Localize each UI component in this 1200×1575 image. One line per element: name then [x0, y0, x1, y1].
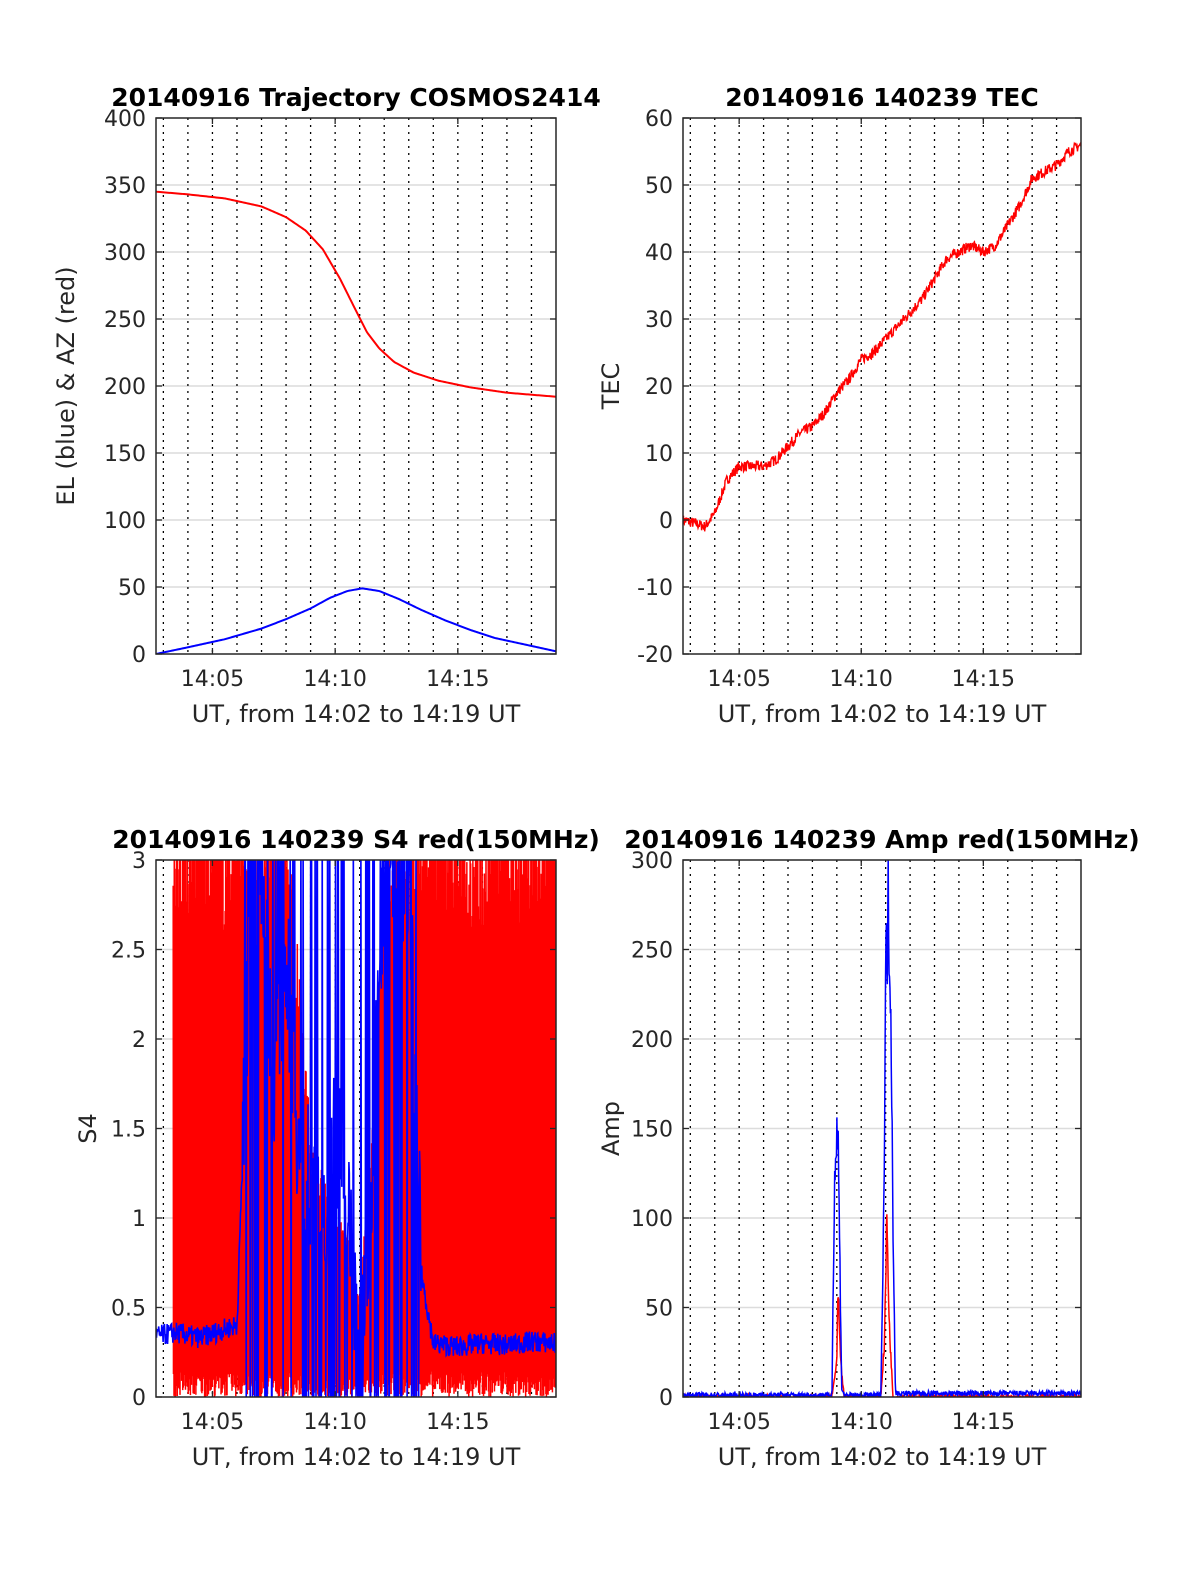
- x-axis-label: UT, from 14:02 to 14:19 UT: [192, 1443, 521, 1471]
- y-axis-label: TEC: [597, 363, 625, 411]
- y-tick-label: 0: [659, 1386, 673, 1411]
- x-axis-label: UT, from 14:02 to 14:19 UT: [718, 1443, 1047, 1471]
- chart-panel-3: 0 0.5 1 1.5 2 2.5 3 14:05 14:10 14:15 20140916 140…: [74, 825, 600, 1471]
- plot-area: [156, 190, 556, 654]
- chart-panel-2: -20 -10 0 10 20 30 40 50 60 14:05 14:10 14:15 201409…: [597, 83, 1082, 728]
- s4-blue-line: [156, 860, 556, 1397]
- y-tick-label: 0: [659, 509, 673, 534]
- x-tick-label: 14:05: [707, 667, 770, 692]
- x-tick-label: 14:15: [952, 1410, 1015, 1435]
- y-tick-label: 1: [132, 1207, 146, 1232]
- y-tick-label: 200: [631, 1028, 673, 1053]
- chart-panel-1: 0 50 100 150 200 250 300 350 400 14:05 14:10 14:15 2…: [52, 83, 601, 728]
- chart-title: 20140916 Trajectory COSMOS2414: [111, 83, 601, 112]
- y-tick-label: 300: [104, 241, 146, 266]
- x-tick-label: 14:10: [303, 1410, 366, 1435]
- y-tick-label: 2: [132, 1028, 146, 1053]
- plot-area: [683, 860, 1081, 1397]
- x-tick-label: 14:15: [426, 1410, 489, 1435]
- azimuth-line: [156, 190, 556, 398]
- x-axis-label: UT, from 14:02 to 14:19 UT: [718, 700, 1047, 728]
- plot-area: [683, 141, 1081, 532]
- y-tick-label: 50: [645, 1297, 673, 1322]
- y-tick-label: 150: [631, 1118, 673, 1143]
- y-tick-label: 3: [132, 849, 146, 874]
- y-tick-label: 250: [104, 308, 146, 333]
- x-tick-label: 14:05: [181, 667, 244, 692]
- x-tick-label: 14:10: [830, 1410, 893, 1435]
- y-tick-label: 100: [631, 1207, 673, 1232]
- x-tick-label: 14:10: [830, 667, 893, 692]
- y-tick-label: 40: [645, 241, 673, 266]
- y-axis-label: S4: [74, 1113, 102, 1144]
- y-tick-label: 100: [104, 509, 146, 534]
- y-tick-label: 1.5: [111, 1118, 146, 1143]
- chart-panel-4: 0 50 100 150 200 250 300 14:05 14:10 14:15 2014091…: [597, 825, 1140, 1471]
- plot-area: [156, 860, 556, 1397]
- x-tick-label: 14:05: [707, 1410, 770, 1435]
- y-tick-label: 200: [104, 375, 146, 400]
- x-tick-label: 14:15: [952, 667, 1015, 692]
- y-tick-label: 350: [104, 174, 146, 199]
- y-tick-label: -20: [637, 643, 673, 668]
- y-axis-label: Amp: [597, 1101, 625, 1156]
- chart-title: 20140916 140239 Amp red(150MHz): [624, 825, 1140, 854]
- y-tick-label: 30: [645, 308, 673, 333]
- x-axis-label: UT, from 14:02 to 14:19 UT: [192, 700, 521, 728]
- amp-blue-line: [683, 860, 1081, 1397]
- y-tick-label: 0: [132, 643, 146, 668]
- chart-title: 20140916 140239 S4 red(150MHz): [112, 825, 600, 854]
- y-tick-label: 50: [118, 576, 146, 601]
- y-tick-label: 60: [645, 107, 673, 132]
- y-tick-label: 0: [132, 1386, 146, 1411]
- y-tick-label: -10: [637, 576, 673, 601]
- y-tick-label: 50: [645, 174, 673, 199]
- y-tick-label: 250: [631, 939, 673, 964]
- chart-title: 20140916 140239 TEC: [725, 83, 1038, 112]
- y-tick-label: 10: [645, 442, 673, 467]
- y-tick-label: 20: [645, 375, 673, 400]
- x-tick-label: 14:05: [181, 1410, 244, 1435]
- x-tick-label: 14:15: [426, 667, 489, 692]
- y-axis-label: EL (blue) & AZ (red): [52, 266, 80, 505]
- y-tick-label: 400: [104, 107, 146, 132]
- y-tick-label: 300: [631, 849, 673, 874]
- y-tick-label: 0.5: [111, 1297, 146, 1322]
- y-tick-label: 150: [104, 442, 146, 467]
- tec-line: [683, 141, 1081, 532]
- y-tick-label: 2.5: [111, 939, 146, 964]
- elevation-line: [156, 587, 556, 654]
- x-tick-label: 14:10: [303, 667, 366, 692]
